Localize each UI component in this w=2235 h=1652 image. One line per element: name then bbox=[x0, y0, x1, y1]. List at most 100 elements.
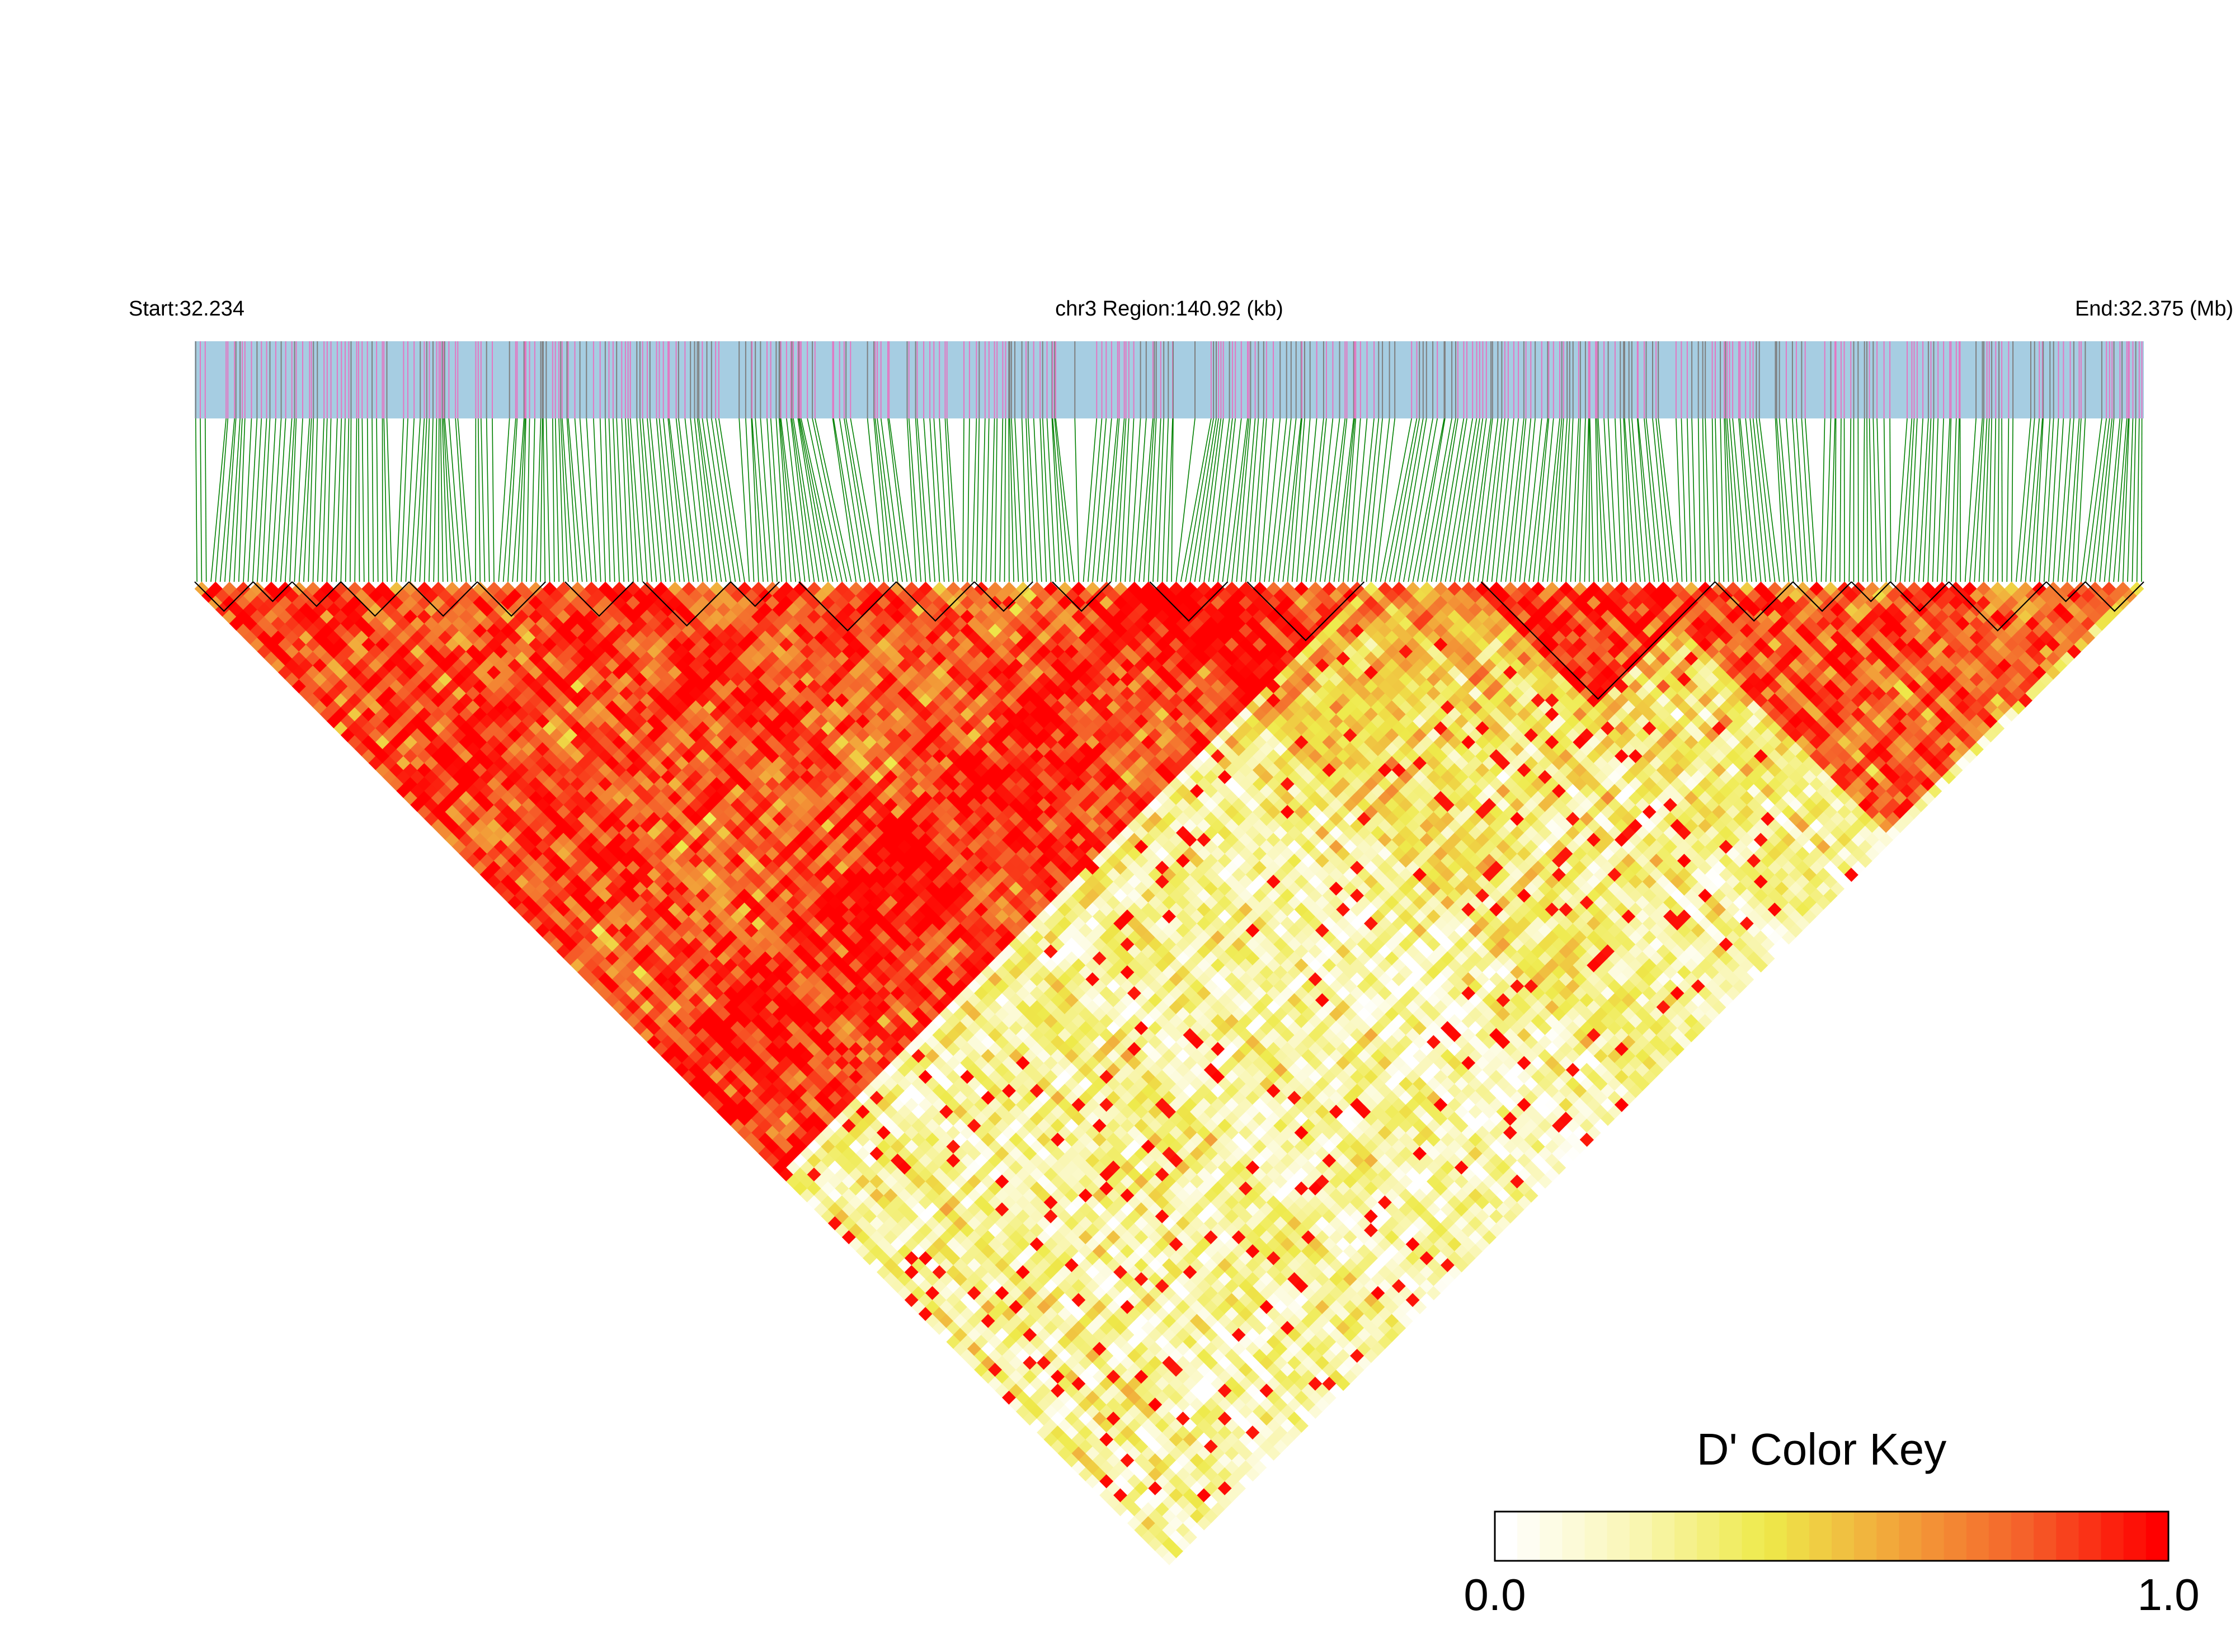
snp-connector bbox=[1711, 418, 1715, 582]
snp-connector bbox=[990, 418, 995, 582]
snp-connector bbox=[308, 418, 314, 582]
ld-cell bbox=[389, 651, 404, 666]
snp-connector bbox=[1305, 418, 1324, 582]
ld-cell bbox=[403, 749, 418, 764]
snp-connector bbox=[1157, 418, 1164, 582]
snp-connector bbox=[1624, 418, 1636, 582]
snp-connector bbox=[1347, 418, 1361, 582]
ld-cell bbox=[465, 728, 481, 743]
snp-connector bbox=[2057, 418, 2071, 582]
snp-connector bbox=[1004, 418, 1006, 582]
snp-connector bbox=[238, 418, 246, 582]
snp-connector bbox=[1152, 418, 1161, 582]
snp-connector bbox=[593, 418, 601, 582]
snp-connector bbox=[1115, 418, 1127, 582]
ld-cell bbox=[1148, 1495, 1163, 1510]
ld-cell bbox=[890, 1181, 905, 1196]
ld-cell bbox=[1037, 1397, 1051, 1412]
ld-cell bbox=[1037, 1300, 1051, 1315]
snp-connector bbox=[1729, 418, 1743, 582]
snp-connector bbox=[1561, 418, 1570, 582]
ld-cell bbox=[793, 1181, 808, 1196]
snp-connector bbox=[797, 418, 824, 582]
snp-connector bbox=[906, 418, 917, 582]
snp-connector bbox=[1644, 418, 1659, 582]
snp-connector bbox=[845, 418, 876, 582]
ld-cell bbox=[744, 1020, 759, 1036]
snp-connector bbox=[711, 418, 736, 582]
ld-cell bbox=[291, 595, 307, 610]
snp-connector bbox=[1088, 418, 1103, 582]
snp-connector bbox=[415, 418, 425, 582]
ld-cell bbox=[438, 825, 453, 840]
snp-connector bbox=[1092, 418, 1107, 582]
snp-connector bbox=[779, 418, 796, 582]
ld-cell bbox=[1099, 1474, 1114, 1489]
snp-connector bbox=[1366, 418, 1383, 582]
snp-connector bbox=[625, 418, 634, 582]
snp-connector bbox=[1468, 418, 1491, 582]
snp-connector bbox=[1357, 418, 1375, 582]
ld-cell bbox=[1037, 1411, 1051, 1426]
snp-connector bbox=[1254, 418, 1267, 582]
snp-connector bbox=[613, 418, 620, 582]
snp-connector bbox=[1431, 418, 1458, 582]
snp-connector bbox=[486, 418, 490, 582]
snp-connector bbox=[1509, 418, 1527, 582]
ld-cell bbox=[452, 714, 467, 729]
snp-connector bbox=[656, 418, 671, 582]
ld-cell bbox=[661, 1020, 675, 1036]
snp-connector bbox=[396, 418, 404, 582]
snp-connector bbox=[1014, 418, 1024, 582]
ld-cell bbox=[1002, 1334, 1017, 1349]
snp-connector bbox=[1166, 418, 1173, 582]
snp-connector bbox=[457, 418, 472, 582]
snp-connector bbox=[799, 418, 834, 582]
snp-connector bbox=[247, 418, 258, 582]
ld-cell bbox=[403, 693, 418, 708]
snp-connector bbox=[257, 418, 267, 582]
ld-cell bbox=[528, 846, 543, 861]
snp-connector bbox=[1946, 418, 1952, 582]
snp-connector bbox=[1533, 418, 1550, 582]
ld-cell bbox=[1134, 1495, 1149, 1510]
snp-connector bbox=[455, 418, 467, 582]
snp-connector bbox=[1834, 418, 1837, 582]
snp-connector bbox=[867, 418, 884, 582]
snp-connector bbox=[738, 418, 750, 582]
snp-connector bbox=[702, 418, 727, 582]
ld-cell bbox=[681, 986, 697, 1001]
snp-connector bbox=[2085, 418, 2107, 582]
ld-cell bbox=[333, 595, 349, 610]
snp-connector bbox=[215, 418, 229, 582]
snp-connector bbox=[1250, 418, 1264, 582]
snp-connector bbox=[271, 418, 282, 582]
ld-cell bbox=[417, 790, 432, 806]
snp-connector bbox=[1111, 418, 1125, 582]
snp-connector bbox=[1542, 418, 1560, 582]
snp-connector bbox=[1106, 418, 1120, 582]
snp-connector bbox=[1324, 418, 1346, 582]
ld-cell bbox=[723, 986, 738, 1001]
ld-cell bbox=[925, 1314, 940, 1329]
snp-connector bbox=[1491, 418, 1509, 582]
snp-connector bbox=[621, 418, 629, 582]
snp-connector bbox=[798, 418, 829, 582]
snp-connector bbox=[1637, 418, 1650, 582]
snp-connector bbox=[791, 418, 815, 582]
ld-cell bbox=[730, 1118, 745, 1133]
ld-cell bbox=[612, 986, 627, 1001]
snp-connector bbox=[294, 418, 303, 582]
snp-connector bbox=[1025, 418, 1033, 582]
snp-connector bbox=[312, 418, 318, 582]
snp-connector bbox=[1315, 418, 1334, 582]
ld-cell bbox=[452, 728, 467, 743]
ld-cell bbox=[452, 825, 467, 840]
snp-connector bbox=[2104, 418, 2121, 582]
ld-cell bbox=[939, 1202, 954, 1217]
ld-cell bbox=[1023, 1314, 1037, 1329]
ld-cell bbox=[598, 846, 613, 861]
snp-connector bbox=[1749, 418, 1766, 582]
ld-cell bbox=[633, 1006, 648, 1022]
snp-connector bbox=[1259, 418, 1274, 582]
